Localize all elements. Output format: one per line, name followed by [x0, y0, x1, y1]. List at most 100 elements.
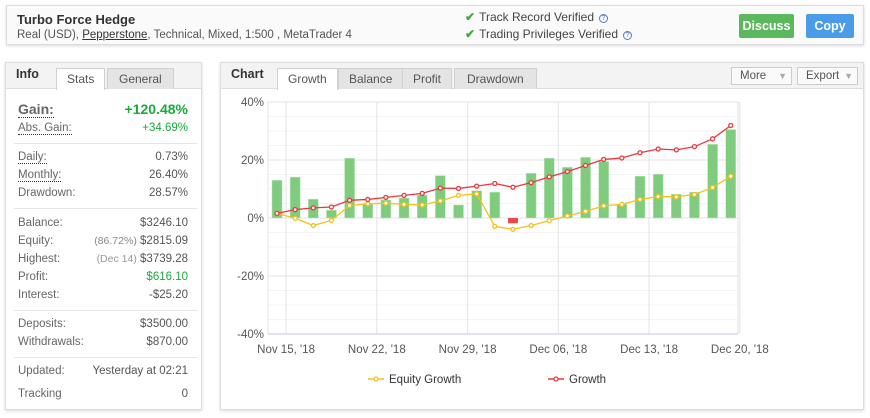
- abs-gain-label[interactable]: Abs. Gain:: [18, 122, 72, 135]
- legend-item: Equity Growth: [368, 374, 461, 386]
- gain-label[interactable]: Gain:: [18, 101, 54, 118]
- export-dropdown[interactable]: Export ▼: [797, 67, 858, 85]
- withdrawals-label: Withdrawals:: [18, 336, 84, 348]
- data-point: [437, 185, 444, 191]
- data-point: [619, 201, 625, 208]
- data-point: [528, 179, 534, 186]
- data-point: [365, 196, 371, 203]
- data-point: [546, 217, 552, 224]
- tab-stats[interactable]: Stats: [56, 68, 106, 90]
- help-icon[interactable]: ?: [599, 14, 608, 23]
- tab-general[interactable]: General: [107, 68, 174, 89]
- equity-label: Equity:: [18, 235, 54, 247]
- system-header: Turbo Force Hedge Real (USD), Pepperston…: [6, 5, 864, 45]
- data-point: [455, 185, 462, 192]
- equity-value: $2815.09: [140, 235, 188, 247]
- data-point: [473, 183, 480, 189]
- tab-drawdown[interactable]: Drawdown: [454, 68, 537, 89]
- data-point: [728, 122, 734, 129]
- data-point: [564, 213, 571, 219]
- bar: [489, 191, 501, 219]
- data-point: [709, 184, 716, 191]
- bar: [453, 204, 464, 219]
- monthly-row: Monthly: 26.40%: [18, 169, 188, 182]
- bar: [271, 180, 283, 219]
- more-label: More: [740, 70, 767, 82]
- bar: [544, 158, 555, 219]
- updated-value: Yesterday at 02:21: [92, 365, 188, 377]
- drawdown-label: Drawdown:: [18, 187, 76, 199]
- profit-label: Profit:: [18, 271, 49, 283]
- tab-profit[interactable]: Profit: [402, 68, 453, 89]
- data-point: [401, 201, 407, 208]
- data-point: [401, 192, 407, 199]
- copy-button[interactable]: Copy: [806, 14, 854, 38]
- highest-label: Highest:: [18, 253, 61, 265]
- data-point: [346, 197, 353, 203]
- tracking-value: 0: [181, 388, 188, 400]
- data-point: [528, 222, 534, 229]
- bar: [598, 161, 609, 219]
- data-point: [383, 194, 389, 201]
- data-point: [673, 194, 679, 200]
- drawdown-value: 28.57%: [148, 187, 188, 199]
- highest-date: (Dec 14): [96, 253, 137, 265]
- daily-row: Daily: 0.73%: [18, 151, 188, 164]
- data-point: [437, 198, 444, 204]
- interest-value: -$25.20: [148, 289, 188, 301]
- bar: [507, 218, 518, 224]
- data-point: [455, 192, 462, 199]
- discuss-button[interactable]: Discuss: [739, 14, 794, 38]
- balance-value: $3246.10: [140, 217, 188, 229]
- withdrawals-value: $870.00: [146, 336, 188, 348]
- y-tick-label: -40%: [237, 329, 264, 341]
- interest-row: Interest: -$25.20: [18, 289, 188, 301]
- data-point: [728, 173, 734, 179]
- trading-privileges-verified: ✔ Trading Privileges Verified?: [465, 27, 633, 41]
- data-point: [274, 210, 280, 217]
- abs-gain-row: Abs. Gain: +34.69%: [18, 122, 188, 135]
- x-tick-label: Nov 15, '18: [257, 344, 315, 356]
- info-panel: Info Stats General Gain: +120.48% Abs. Ga…: [5, 62, 202, 410]
- tracking-label: Tracking: [18, 388, 62, 400]
- x-tick-label: Dec 13, '18: [620, 344, 678, 356]
- bar: [580, 157, 591, 219]
- data-point: [582, 162, 589, 169]
- data-point: [655, 146, 661, 152]
- x-tick-label: Nov 29, '18: [439, 344, 497, 356]
- bar: [471, 190, 482, 219]
- data-point: [564, 168, 571, 175]
- data-point: [582, 208, 589, 214]
- data-point: [619, 155, 625, 161]
- divider: [14, 310, 197, 311]
- legend-item: Growth: [548, 374, 606, 386]
- more-dropdown[interactable]: More ▼: [731, 67, 792, 85]
- growth-chart: 40% 20% 0% -20% -40% Nov 15, '18 Nov 22, '18 No…: [237, 97, 769, 386]
- data-point: [473, 191, 480, 197]
- withdrawals-row: Withdrawals: $870.00: [18, 336, 188, 348]
- highest-value: $3739.28: [140, 253, 188, 265]
- bar: [525, 173, 537, 219]
- highest-row: Highest: (Dec 14) $3739.28: [18, 253, 188, 265]
- x-tick-label: Dec 06, '18: [529, 344, 587, 356]
- data-point: [709, 136, 716, 142]
- balance-row: Balance: $3246.10: [18, 217, 188, 229]
- y-tick-label: -20%: [237, 271, 264, 283]
- bar: [398, 197, 410, 219]
- x-tick-label: Dec 20, '18: [711, 344, 769, 356]
- system-title: Turbo Force Hedge: [17, 12, 136, 27]
- system-details: , Technical, Mixed, 1:500 , MetaTrader 4: [147, 29, 352, 41]
- broker-link[interactable]: Pepperstone: [82, 29, 148, 41]
- dropdown-arrow-icon: ▼: [778, 71, 787, 81]
- gain-row: Gain: +120.48%: [18, 101, 188, 118]
- legend-label: Growth: [569, 374, 606, 386]
- deposits-value: $3500.00: [140, 318, 188, 330]
- bar: [435, 175, 446, 219]
- equity-percent: (86.72%): [94, 235, 137, 247]
- tab-growth[interactable]: Growth: [277, 68, 338, 90]
- help-icon[interactable]: ?: [623, 31, 633, 40]
- monthly-label[interactable]: Monthly:: [18, 169, 62, 182]
- daily-label[interactable]: Daily:: [18, 151, 47, 164]
- info-label: Info: [16, 67, 39, 81]
- tab-balance[interactable]: Balance: [338, 68, 404, 89]
